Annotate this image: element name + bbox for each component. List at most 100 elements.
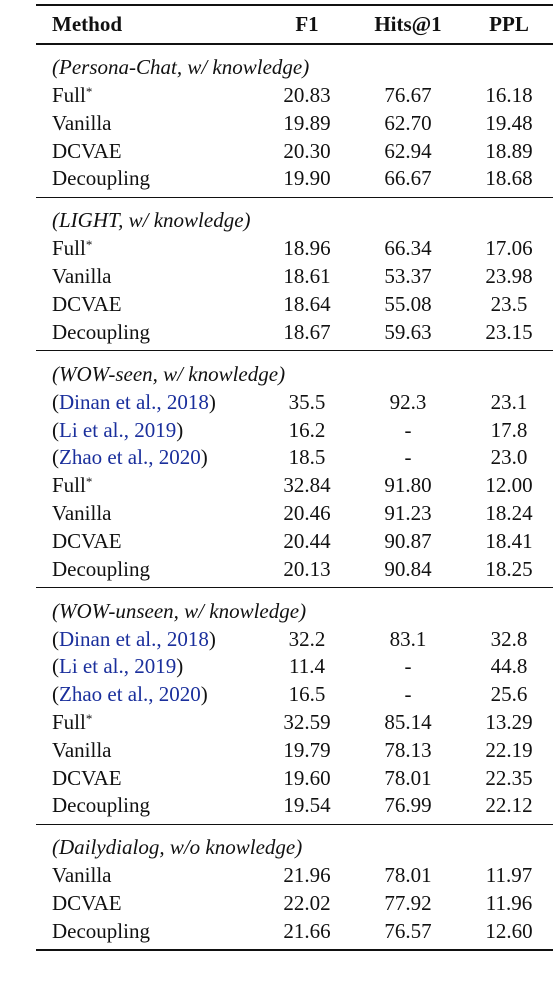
value-cell: 16.2 (288, 417, 326, 442)
value-cell: 62.94 (384, 138, 432, 163)
method-cell: Full* (52, 473, 92, 497)
method-cell: Decoupling (52, 919, 150, 943)
value-cell: 22.35 (485, 765, 533, 790)
value-cell: 18.61 (283, 264, 331, 289)
citation: Zhao et al., 2020 (59, 682, 201, 707)
method-cell: Vanilla (52, 264, 111, 288)
value-cell: 18.67 (283, 319, 331, 344)
value-cell: 20.46 (283, 501, 331, 525)
value-cell: 19.79 (283, 737, 331, 762)
method-cell: Decoupling (52, 557, 150, 581)
method-cell: Vanilla (52, 501, 111, 525)
citation: Dinan et al., 2018 (59, 626, 209, 651)
value-cell: 18.89 (485, 138, 533, 163)
value-cell: 11.4 (289, 654, 325, 679)
method-name: DCVAE (52, 528, 122, 553)
method-name: Full (52, 236, 86, 261)
value-cell: 19.90 (283, 166, 331, 191)
value-cell: 53.37 (384, 264, 432, 289)
column-header: Method (52, 12, 122, 36)
rule (36, 350, 553, 352)
column-header: Hits@1 (374, 12, 442, 36)
method-cell: DCVAE (52, 292, 122, 316)
value-cell: 18.24 (485, 501, 533, 525)
value-cell: 19.54 (283, 793, 331, 818)
value-cell: - (404, 682, 412, 707)
value-cell: - (404, 417, 412, 442)
value-cell: 18.68 (485, 166, 533, 191)
method-cell: (Zhao et al., 2020) (52, 445, 208, 469)
method-cell: (Dinan et al., 2018) (52, 627, 216, 651)
value-cell: 92.3 (389, 389, 427, 414)
value-cell: 78.13 (384, 737, 432, 762)
paren: ) (208, 626, 216, 651)
value-cell: 11.96 (485, 891, 533, 916)
value-cell: 55.08 (384, 292, 432, 316)
value-cell: 21.96 (283, 863, 331, 888)
value-cell: 91.23 (384, 501, 432, 525)
method-name: Vanilla (52, 264, 112, 289)
superscript: * (85, 237, 93, 253)
value-cell: 32.2 (288, 626, 326, 651)
method-name: Decoupling (52, 556, 150, 581)
method-cell: DCVAE (52, 891, 122, 915)
paren: ) (200, 445, 208, 470)
value-cell: - (404, 445, 412, 470)
paren: ( (52, 445, 59, 470)
section-title: (Persona-Chat, w/ knowledge) (52, 55, 310, 79)
method-name: Decoupling (52, 793, 150, 818)
value-cell: 91.80 (384, 473, 432, 498)
section-title: (WOW-seen, w/ knowledge) (52, 361, 286, 386)
method-name: Vanilla (52, 737, 112, 762)
value-cell: 20.13 (283, 556, 331, 581)
value-cell: 20.83 (283, 83, 331, 107)
method-cell: (Zhao et al., 2020) (52, 682, 208, 706)
superscript: * (85, 474, 93, 490)
paren: ) (176, 654, 184, 679)
method-cell: DCVAE (52, 139, 122, 163)
value-cell: 11.97 (485, 863, 533, 888)
citation: Li et al., 2019 (59, 417, 177, 442)
paren: ) (208, 389, 216, 414)
method-name: Full (52, 710, 86, 734)
method-cell: DCVAE (52, 529, 122, 553)
value-cell: 32.84 (283, 473, 331, 498)
paren: ( (52, 654, 59, 679)
method-cell: Decoupling (52, 793, 150, 817)
value-cell: 44.8 (490, 654, 528, 679)
value-cell: 16.5 (288, 682, 326, 707)
value-cell: 20.44 (283, 528, 331, 553)
value-cell: 35.5 (288, 389, 326, 414)
paren: ( (52, 682, 59, 707)
method-name: DCVAE (52, 765, 122, 790)
value-cell: 17.8 (490, 417, 528, 442)
rule (36, 43, 553, 45)
value-cell: 78.01 (384, 863, 432, 888)
method-name: Decoupling (52, 919, 150, 943)
method-cell: Decoupling (52, 320, 150, 344)
value-cell: 12.00 (485, 473, 533, 498)
method-cell: Vanilla (52, 863, 111, 887)
rule (36, 196, 553, 198)
value-cell: 21.66 (283, 919, 331, 943)
paren: ( (52, 417, 59, 442)
method-cell: DCVAE (52, 766, 122, 790)
method-name: Full (52, 83, 86, 107)
method-cell: Full* (52, 236, 92, 260)
value-cell: 77.92 (384, 891, 432, 916)
paren: ) (176, 417, 184, 442)
value-cell: 13.29 (485, 710, 533, 734)
method-name: Vanilla (52, 110, 112, 135)
value-cell: 18.25 (485, 556, 533, 581)
method-cell: Full* (52, 83, 92, 107)
section-title: (LIGHT, w/ knowledge) (52, 208, 251, 233)
paren: ( (52, 626, 59, 651)
value-cell: 78.01 (384, 765, 432, 790)
value-cell: 59.63 (384, 319, 432, 344)
value-cell: 66.67 (384, 166, 432, 191)
value-cell: 25.6 (490, 682, 528, 707)
method-cell: (Li et al., 2019) (52, 418, 183, 442)
method-name: Decoupling (52, 319, 150, 344)
value-cell: 22.19 (485, 737, 533, 762)
citation: Li et al., 2019 (59, 654, 177, 679)
